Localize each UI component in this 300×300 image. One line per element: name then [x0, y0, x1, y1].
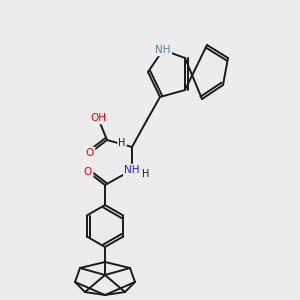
- Text: O: O: [86, 148, 94, 158]
- Text: O: O: [84, 167, 92, 177]
- Text: H: H: [142, 169, 150, 179]
- Text: NH: NH: [124, 165, 140, 175]
- Text: OH: OH: [90, 113, 106, 123]
- Text: NH: NH: [155, 45, 171, 55]
- Text: H: H: [118, 138, 126, 148]
